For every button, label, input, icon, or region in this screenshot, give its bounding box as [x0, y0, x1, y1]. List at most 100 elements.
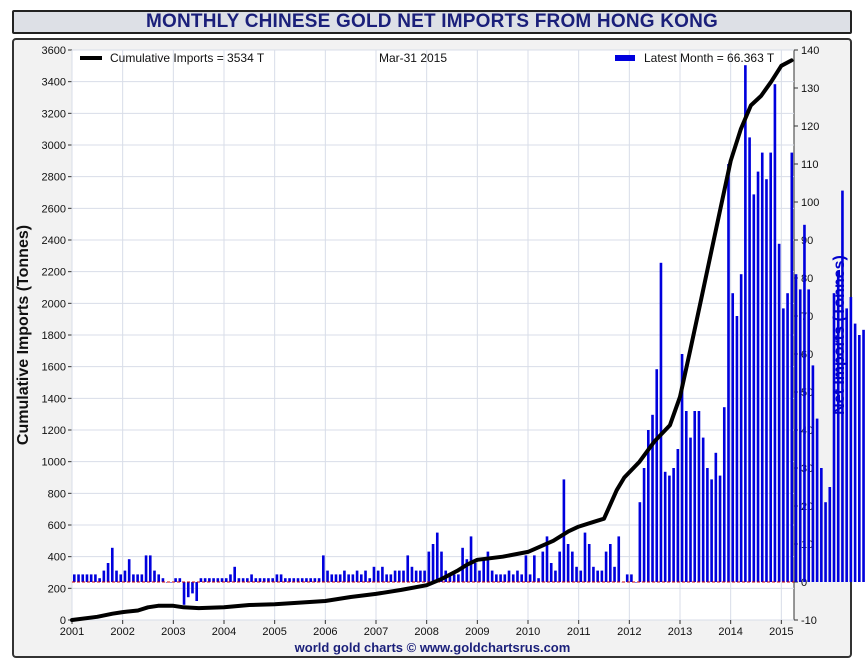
chart-footer-credit: world gold charts © www.goldchartsrus.co…	[294, 640, 571, 655]
x-tick-label: 2005	[262, 626, 286, 638]
net-import-bar	[191, 582, 194, 594]
net-import-bar	[672, 468, 675, 582]
net-import-bar	[448, 574, 452, 582]
net-import-bar	[807, 289, 810, 582]
chart-title: MONTHLY CHINESE GOLD NET IMPORTS FROM HO…	[12, 10, 852, 34]
y-left-tick-label: 2600	[42, 203, 66, 215]
net-import-bar	[132, 574, 135, 582]
y-left-tick-label: 2800	[42, 172, 66, 184]
x-tick-label: 2015	[769, 626, 793, 638]
net-import-bar	[127, 559, 131, 582]
net-import-bar	[655, 369, 659, 582]
net-import-bar	[347, 574, 350, 582]
y-left-tick-label: 2000	[42, 298, 66, 310]
net-import-bar	[815, 418, 819, 582]
net-import-bar	[81, 574, 85, 582]
net-import-bar	[317, 578, 321, 582]
net-import-bar	[250, 574, 253, 582]
net-import-bar	[630, 574, 633, 582]
net-import-bar	[735, 316, 739, 582]
net-import-bar	[473, 563, 477, 582]
net-import-bar	[786, 293, 789, 582]
net-import-bar	[262, 578, 266, 582]
net-import-bar	[651, 414, 654, 582]
net-import-bar	[549, 563, 553, 582]
net-import-bar	[765, 179, 768, 582]
x-tick-label: 2010	[516, 626, 540, 638]
net-import-bar	[326, 570, 329, 582]
net-import-bar	[511, 574, 515, 582]
net-import-bar	[254, 578, 258, 582]
y-right-tick-label: 130	[801, 83, 819, 95]
y-right-tick-label: 40	[801, 425, 813, 437]
net-import-bar	[760, 152, 764, 582]
net-import-bar	[300, 578, 304, 582]
net-import-bar	[419, 570, 422, 582]
y-right-tick-label: 70	[801, 311, 813, 323]
net-import-bar	[790, 152, 794, 582]
net-import-bar	[89, 574, 93, 582]
net-import-bar	[115, 570, 118, 582]
net-import-bar	[794, 274, 798, 582]
y-left-tick-label: 800	[48, 488, 66, 500]
net-import-bar	[275, 574, 279, 582]
net-import-bar	[410, 566, 414, 582]
net-import-bar	[258, 578, 262, 582]
y-left-tick-label: 3600	[42, 45, 66, 57]
net-import-bar	[524, 555, 528, 582]
net-import-bar	[195, 582, 199, 601]
net-import-bar	[858, 335, 861, 582]
net-import-bar	[77, 574, 80, 582]
net-import-bar	[170, 582, 173, 583]
x-tick-label: 2013	[668, 626, 692, 638]
net-import-bar	[600, 570, 604, 582]
x-tick-label: 2011	[567, 626, 591, 638]
legend-latest-month-label: Latest Month = 66.363 T	[644, 51, 775, 65]
net-import-bar	[722, 407, 726, 582]
y-right-tick-label: 30	[801, 463, 813, 475]
y-left-tick-label: 2200	[42, 267, 66, 279]
net-import-bar	[212, 578, 215, 582]
net-import-bar	[845, 308, 848, 582]
y-right-tick-label: 10	[801, 539, 813, 551]
net-import-bar	[499, 574, 502, 582]
net-import-bar	[73, 574, 76, 582]
net-import-bar	[292, 578, 296, 582]
net-import-bar	[604, 551, 608, 582]
net-import-bar	[680, 354, 684, 582]
net-import-bar	[693, 411, 697, 582]
net-import-bar	[381, 566, 384, 582]
x-tick-label: 2004	[212, 626, 236, 638]
x-tick-label: 2007	[364, 626, 388, 638]
net-import-bar	[482, 559, 486, 582]
net-import-bar	[208, 578, 211, 582]
net-import-bar	[701, 437, 705, 582]
net-import-bar	[440, 551, 443, 582]
y-right-tick-label: 60	[801, 349, 813, 361]
y-left-tick-label: 1200	[42, 425, 66, 437]
net-import-bar	[98, 578, 101, 582]
net-import-bar	[516, 570, 519, 582]
net-import-bar	[587, 544, 591, 582]
net-import-bar	[376, 570, 380, 582]
net-import-bar	[427, 551, 431, 582]
net-import-bar	[752, 194, 756, 582]
y-right-tick-label: 120	[801, 121, 819, 133]
net-import-bar	[102, 570, 106, 582]
net-import-bar	[803, 224, 806, 583]
net-import-bar	[465, 559, 469, 582]
net-import-bar	[110, 547, 114, 582]
net-import-bar	[119, 574, 123, 582]
net-import-bar	[533, 555, 536, 582]
net-import-bar	[461, 547, 464, 582]
net-import-bar	[824, 502, 827, 582]
y-right-tick-label: 50	[801, 387, 813, 399]
legend-bar-swatch	[615, 55, 635, 61]
net-import-bar	[832, 293, 836, 582]
y-left-tick-label: 1400	[42, 393, 66, 405]
y-left-tick-label: 0	[60, 615, 66, 627]
net-import-bar	[153, 570, 156, 582]
net-import-bar	[246, 578, 249, 582]
y-left-tick-label: 1000	[42, 457, 66, 469]
